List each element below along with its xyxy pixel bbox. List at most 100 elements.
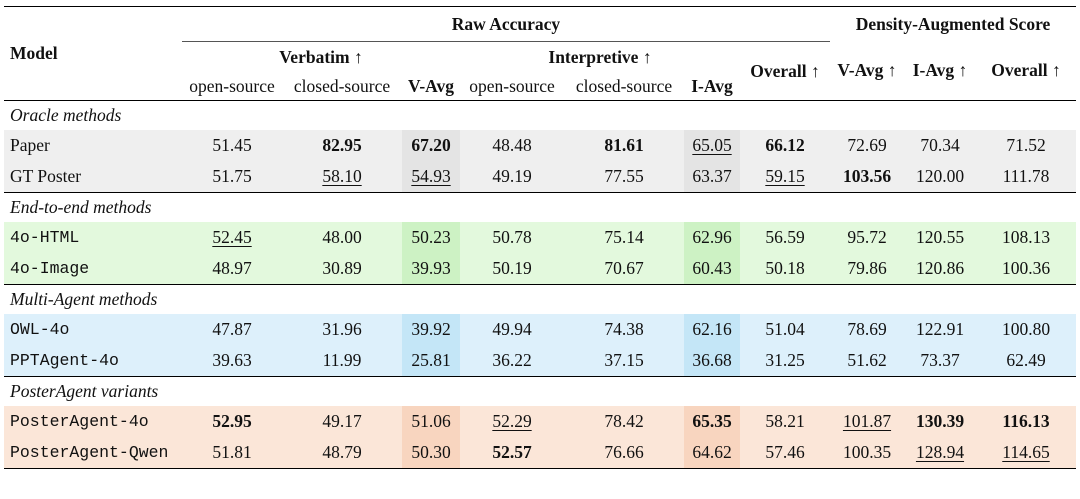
value-text: 36.68 [692,350,732,370]
table-row: GT Poster 51.75 58.10 54.93 49.19 77.55 63.37 5… [4,161,1076,193]
value-cell: 56.59 [740,222,830,253]
value-text: 74.38 [604,319,644,339]
table-row: PosterAgent-4o 52.95 49.17 51.06 52.29 78.42 6… [4,406,1076,437]
section-header-row: End-to-end methods [4,192,1076,222]
value-text: 64.62 [692,442,732,462]
value-text: 62.96 [692,227,732,247]
value-text: 56.59 [765,227,805,247]
value-cell: 78.42 [564,406,684,437]
value-cell: 49.19 [460,161,564,193]
value-text: 30.89 [322,258,362,278]
value-cell: 51.81 [182,437,282,469]
value-text: 47.87 [212,319,252,339]
value-text: 51.06 [411,411,451,431]
value-text: 62.16 [692,319,732,339]
value-cell: 50.23 [402,222,460,253]
value-text: 52.29 [492,411,532,431]
value-cell: 31.96 [282,314,402,345]
value-cell: 62.16 [684,314,740,345]
section-header-row: Oracle methods [4,100,1076,130]
value-text: 65.05 [692,135,732,155]
value-text: 39.93 [411,258,451,278]
value-text: 72.69 [847,135,887,155]
value-text: 48.48 [492,135,532,155]
value-cell: 39.93 [402,253,460,285]
value-text: 120.55 [915,227,965,247]
value-text: 78.42 [604,411,644,431]
value-cell: 81.61 [564,130,684,161]
verbatim-header: Verbatim ↑ [182,41,460,72]
value-text: 103.56 [842,166,892,186]
value-cell: 51.06 [402,406,460,437]
value-text: 57.46 [765,442,805,462]
value-text: 50.18 [765,258,805,278]
value-cell: 71.52 [976,130,1076,161]
value-text: 116.13 [1002,411,1050,431]
section-header-row: PosterAgent variants [4,376,1076,406]
value-cell: 74.38 [564,314,684,345]
value-cell: 52.57 [460,437,564,469]
section-title: Multi-Agent methods [4,284,1076,314]
value-cell: 70.67 [564,253,684,285]
value-cell: 78.69 [830,314,904,345]
raw-accuracy-header: Raw Accuracy [451,13,561,34]
value-cell: 75.14 [564,222,684,253]
value-cell: 50.78 [460,222,564,253]
value-text: 100.35 [842,442,892,462]
value-text: 51.04 [765,319,805,339]
value-text: 122.91 [915,319,965,339]
density-v-avg-header: V-Avg ↑ [837,60,897,81]
value-cell: 120.86 [904,253,976,285]
value-cell: 95.72 [830,222,904,253]
value-text: 51.45 [212,135,252,155]
value-text: 52.57 [492,442,532,462]
value-cell: 39.92 [402,314,460,345]
value-cell: 122.91 [904,314,976,345]
value-text: 48.00 [322,227,362,247]
value-cell: 66.12 [740,130,830,161]
value-text: 49.17 [322,411,362,431]
value-cell: 52.45 [182,222,282,253]
value-text: 63.37 [692,166,732,186]
value-cell: 25.81 [402,345,460,377]
value-cell: 50.18 [740,253,830,285]
value-text: 76.66 [604,442,644,462]
value-text: 65.35 [692,411,732,431]
value-cell: 73.37 [904,345,976,377]
value-cell: 50.30 [402,437,460,469]
model-name-cell: PPTAgent-4o [4,345,182,377]
value-text: 120.00 [915,166,965,186]
value-text: 120.86 [915,258,965,278]
density-i-avg-header: I-Avg ↑ [912,60,968,81]
value-cell: 77.55 [564,161,684,193]
value-cell: 63.37 [684,161,740,193]
value-text: 100.36 [1001,258,1051,278]
value-cell: 48.97 [182,253,282,285]
value-text: 50.30 [411,442,451,462]
overall-header: Overall ↑ [740,41,830,101]
value-text: 50.23 [411,227,451,247]
v-avg-header: V-Avg [407,75,454,96]
value-text: 49.19 [492,166,532,186]
value-text: 101.87 [842,411,892,431]
value-cell: 36.68 [684,345,740,377]
value-cell: 50.19 [460,253,564,285]
value-cell: 79.86 [830,253,904,285]
value-cell: 65.35 [684,406,740,437]
table-row: PPTAgent-4o 39.63 11.99 25.81 36.22 37.15 36.6… [4,345,1076,377]
section-header-row: Multi-Agent methods [4,284,1076,314]
value-cell: 39.63 [182,345,282,377]
value-text: 58.10 [322,166,362,186]
value-cell: 51.75 [182,161,282,193]
value-cell: 116.13 [976,406,1076,437]
value-text: 50.19 [492,258,532,278]
value-cell: 64.62 [684,437,740,469]
value-cell: 130.39 [904,406,976,437]
value-cell: 47.87 [182,314,282,345]
value-text: 62.49 [1006,350,1046,370]
model-name-cell: 4o-HTML [4,222,182,253]
value-text: 36.22 [492,350,532,370]
value-cell: 62.96 [684,222,740,253]
model-name-cell: OWL-4o [4,314,182,345]
